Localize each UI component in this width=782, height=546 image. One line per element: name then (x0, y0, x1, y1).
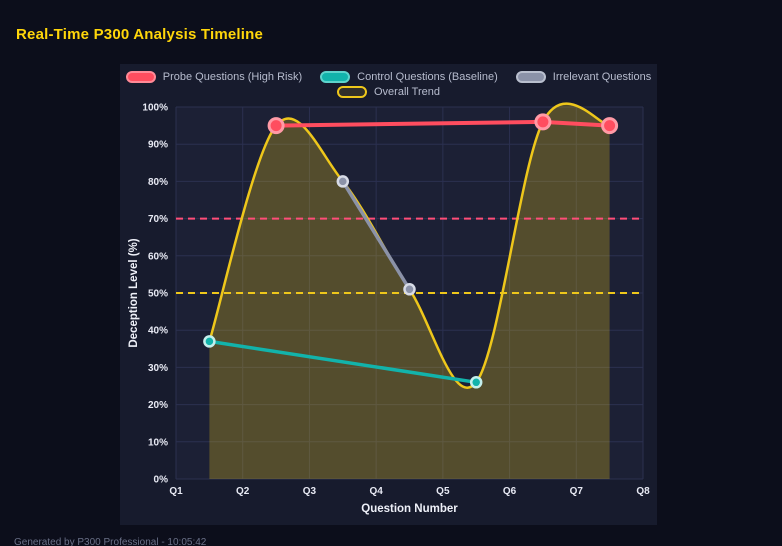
chart-canvas[interactable]: 0% 10% 20% 30% 40% 50% 60% 70% 80% 90% 100% Q1 Q2 Q3 Q… (120, 64, 657, 525)
y-tick-label: 90% (148, 140, 168, 151)
probe-questions-high-risk-point (267, 117, 285, 135)
y-tick-label: 70% (148, 214, 168, 225)
control-questions-baseline-point (203, 335, 216, 348)
legend-item-control-questions-baseline[interactable]: Control Questions (Baseline) (320, 71, 498, 83)
y-tick-label: 0% (154, 475, 169, 486)
x-tick-label: Q4 (369, 486, 383, 497)
y-tick-label: 100% (142, 103, 168, 114)
probe-questions-high-risk-point (534, 113, 552, 131)
x-axis-title: Question Number (361, 503, 458, 515)
legend-row: Probe Questions (High Risk) Control Quest… (125, 71, 652, 83)
chart-panel: Probe Questions (High Risk) Control Quest… (120, 64, 657, 525)
probe-questions-high-risk-point (601, 117, 619, 135)
y-tick-label: 80% (148, 177, 168, 188)
x-tick-label: Q2 (236, 486, 250, 497)
irrelevant-questions-line (341, 179, 412, 292)
legend-swatch (336, 86, 367, 98)
legend-label: Overall Trend (373, 86, 441, 98)
y-tick-label: 30% (148, 363, 168, 374)
page-title: Real-Time P300 Analysis Timeline (16, 26, 264, 43)
y-tick-label: 60% (148, 251, 168, 262)
footer-text: Generated by P300 Professional - 10:05:4… (14, 537, 207, 546)
legend-label: Probe Questions (High Risk) (162, 71, 303, 83)
legend-row: Overall Trend (336, 86, 441, 98)
legend-swatch (320, 71, 351, 83)
legend-swatch (515, 71, 546, 83)
legend-item-overall-trend[interactable]: Overall Trend (336, 86, 441, 98)
irrelevant-questions-point (336, 175, 350, 188)
control-questions-baseline-point (469, 376, 483, 389)
x-tick-label: Q3 (303, 486, 317, 497)
legend-item-probe-questions-high-risk[interactable]: Probe Questions (High Risk) (125, 71, 303, 83)
irrelevant-questions-point (403, 283, 416, 296)
x-tick-label: Q1 (169, 486, 183, 497)
legend-label: Control Questions (Baseline) (357, 71, 498, 83)
x-tick-label: Q7 (570, 486, 584, 497)
chart-legend: Probe Questions (High Risk) Control Quest… (120, 71, 657, 98)
control-questions-baseline-line (207, 339, 478, 385)
y-tick-label: 50% (148, 289, 168, 300)
x-tick-label: Q6 (503, 486, 517, 497)
legend-item-irrelevant-questions[interactable]: Irrelevant Questions (515, 71, 652, 83)
x-tick-label: Q8 (636, 486, 650, 497)
y-tick-label: 20% (148, 400, 168, 411)
y-tick-label: 10% (148, 437, 168, 448)
legend-swatch (125, 71, 156, 83)
x-tick-label: Q5 (436, 486, 450, 497)
y-tick-label: 40% (148, 326, 168, 337)
legend-label: Irrelevant Questions (552, 71, 652, 83)
